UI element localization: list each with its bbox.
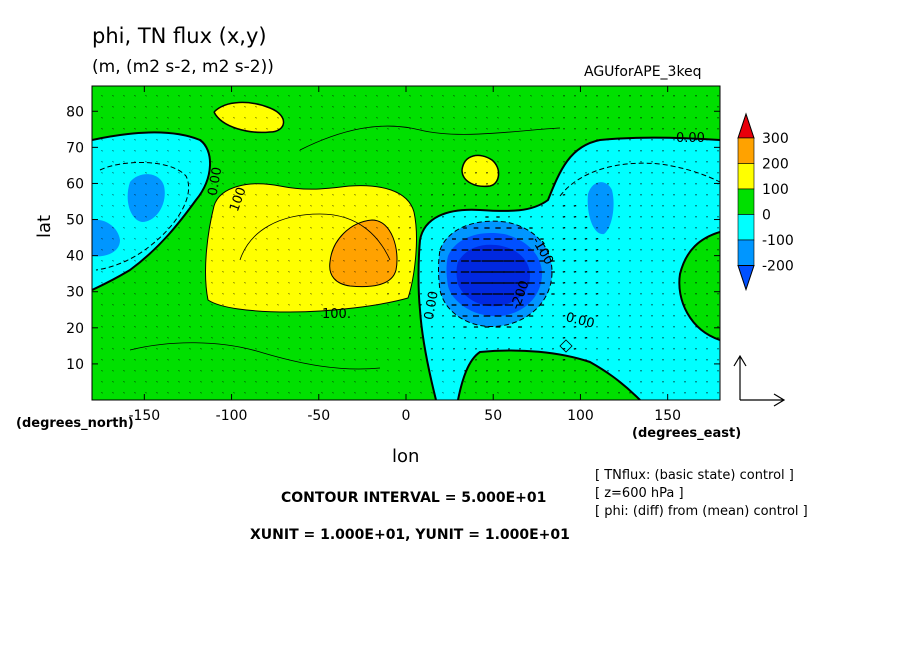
x-tick-label: 100 <box>567 408 594 424</box>
contour-label-zero-center: 0.00 <box>422 290 442 321</box>
y-tick-label: 10 <box>66 357 84 373</box>
contour-label-zero-west: 0.00 <box>206 166 226 197</box>
chart-subtitle: (m, (m2 s-2, m2 s-2)) <box>92 57 274 77</box>
colorbar-top-arrow <box>737 112 755 139</box>
contour-100-center <box>205 183 417 313</box>
y-tick-label: 50 <box>66 213 84 229</box>
vector-units-text: XUNIT = 1.000E+01, YUNIT = 1.000E+01 <box>250 527 570 543</box>
positive-cell-mid <box>462 155 499 187</box>
contour-neg-100-east <box>438 220 553 328</box>
zero-contour-east <box>417 136 720 400</box>
colorbar-label: -100 <box>762 233 794 249</box>
colorbar-bottom-arrow <box>737 265 755 292</box>
colorbar-label: -200 <box>762 259 794 275</box>
contour-neg-east-wide <box>559 162 720 197</box>
zero-contour-east-edge <box>678 231 720 341</box>
colorbar-segment <box>737 214 755 241</box>
note-tnflux: [ TNflux: (basic state) control ] <box>595 468 794 483</box>
x-tick-label: -100 <box>216 408 248 424</box>
negative-core-west-a <box>127 174 165 222</box>
x-tick-label: 150 <box>654 408 681 424</box>
x-tick-label: -50 <box>307 408 330 424</box>
x-tick-label: -150 <box>128 408 160 424</box>
contour-200-center <box>329 219 398 288</box>
contour-positive-mid <box>461 154 500 188</box>
colorbar-label: 0 <box>762 208 771 224</box>
x-unit-label: (degrees_east) <box>632 426 742 441</box>
y-unit-label: (degrees_north) <box>16 416 134 431</box>
positive-core-center <box>329 220 397 287</box>
negative-core-east-small <box>587 182 614 235</box>
colorbar-segment <box>737 163 755 190</box>
colorbar-label: 100 <box>762 182 789 198</box>
x-tick-label: 0 <box>402 408 411 424</box>
contour-positive-north <box>213 101 285 134</box>
note-phi: [ phi: (diff) from (mean) control ] <box>595 504 808 519</box>
contour-label-zero-south: 0.00 <box>564 310 596 332</box>
colorbar-segment <box>737 137 755 164</box>
negative-region-east <box>418 137 720 400</box>
colorbar-label: 300 <box>762 131 789 147</box>
negative-core-east-400 <box>456 244 530 307</box>
contour-label-zero-east: 0.00 <box>676 131 705 146</box>
reference-vector <box>733 354 786 407</box>
x-axis-label: lon <box>392 446 420 467</box>
colorbar: 300 200 100 0 -100 -200 <box>737 112 794 292</box>
contour-neg-west-wide <box>95 162 190 271</box>
contour-field <box>92 86 720 400</box>
chart-title: phi, TN flux (x,y) <box>92 24 267 48</box>
y-tick-label: 80 <box>66 104 84 120</box>
zero-contour-west <box>92 131 212 291</box>
y-tick-label: 40 <box>66 249 84 265</box>
y-tick-label: 70 <box>66 140 84 156</box>
run-name: AGUforAPE_3keq <box>584 64 702 80</box>
y-tick-label: 30 <box>66 285 84 301</box>
flux-vectors <box>101 95 719 394</box>
x-axis-ticks: -150 -100 -50 0 50 100 150 <box>128 86 681 424</box>
note-level: [ z=600 hPa ] <box>595 486 684 501</box>
contour-label-100-south: 100. <box>322 307 351 322</box>
contour-north-thin <box>299 125 561 151</box>
positive-cell-north <box>214 102 284 133</box>
colorbar-segment <box>737 188 755 215</box>
colorbar-label: 200 <box>762 157 789 173</box>
contour-lines <box>92 101 720 400</box>
contour-diamond <box>559 339 573 353</box>
contour-south-thin <box>129 342 381 370</box>
contour-interval-text: CONTOUR INTERVAL = 5.000E+01 <box>281 490 547 506</box>
colorbar-segment <box>737 239 755 266</box>
x-tick-label: 50 <box>484 408 502 424</box>
y-tick-label: 60 <box>66 176 84 192</box>
zero-contour-east-south <box>457 349 641 400</box>
y-axis-ticks: 10 20 30 40 50 60 70 80 <box>66 104 720 373</box>
y-tick-label: 20 <box>66 321 84 337</box>
negative-core-west-b <box>92 219 120 257</box>
